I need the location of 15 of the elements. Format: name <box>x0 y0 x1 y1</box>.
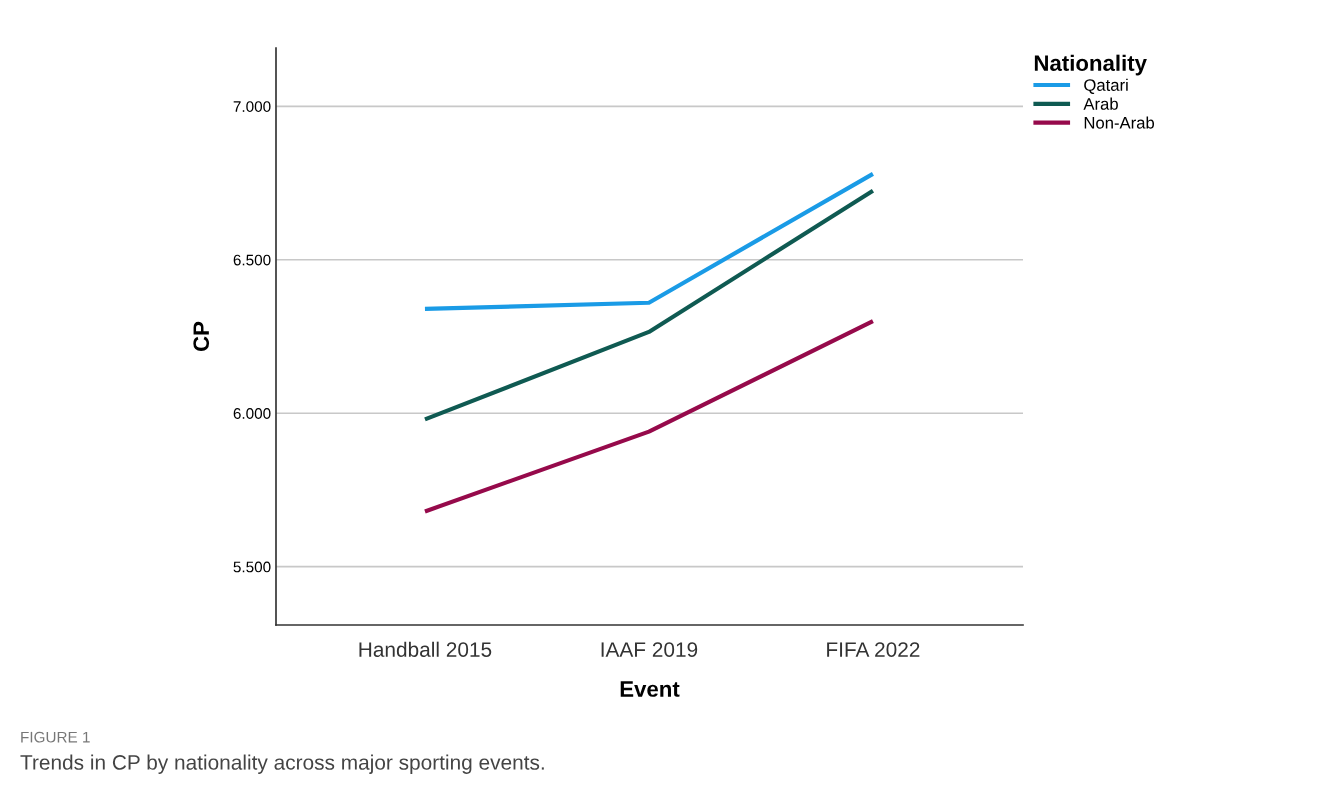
y-tick-label: 5.500 <box>233 561 271 573</box>
y-axis-title: CP <box>193 321 210 352</box>
x-tick-label: Handball 2015 <box>359 641 492 657</box>
legend-label: Non-Arab <box>1084 116 1155 129</box>
y-tick-label: 6.500 <box>233 254 271 266</box>
x-tick-label: FIFA 2022 <box>827 642 920 657</box>
legend-label: Arab <box>1083 97 1118 110</box>
x-axis-title: Event <box>620 681 680 697</box>
y-tick-label: 7.000 <box>233 101 271 112</box>
x-tick-label: IAAF 2019 <box>601 642 698 657</box>
y-tick-label: 6.000 <box>233 408 271 419</box>
text: Trends in CP by nationality across major sporting events. <box>20 754 544 774</box>
caption: FIGURE 1 <box>21 731 90 743</box>
legend-label: Qatari <box>1084 78 1128 94</box>
legend-title: Nationality <box>1034 54 1147 76</box>
